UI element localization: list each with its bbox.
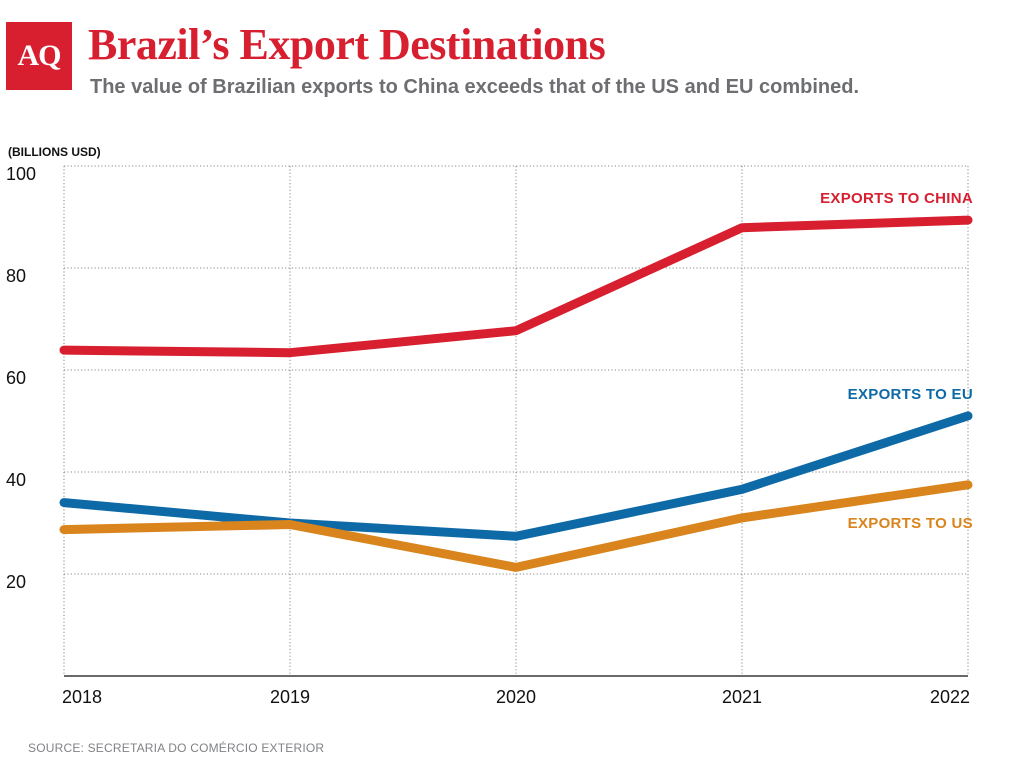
y-tick-label: 40 — [6, 470, 26, 490]
x-tick-label: 2018 — [62, 687, 102, 707]
y-tick-label: 80 — [6, 266, 26, 286]
y-tick-label: 100 — [6, 164, 36, 184]
series-line — [59, 480, 973, 572]
y-tick-label: 60 — [6, 368, 26, 388]
aq-logo: AQ — [6, 22, 72, 90]
y-axis-unit-label: (BILLIONS USD) — [8, 145, 101, 159]
x-tick-label: 2019 — [270, 687, 310, 707]
chart-title: Brazil’s Export Destinations — [88, 20, 606, 69]
axis-ticks: 20 40 60 80 100 2018 2019 2020 2021 2022 — [6, 164, 970, 707]
series-lines — [59, 215, 973, 572]
series-label: EXPORTS TO EU — [848, 386, 973, 403]
x-tick-label: 2020 — [496, 687, 536, 707]
series-label: EXPORTS TO US — [848, 515, 973, 532]
grid-lines — [63, 165, 969, 677]
source-note: SOURCE: SECRETARIA DO COMÉRCIO EXTERIOR — [28, 741, 325, 755]
y-tick-label: 20 — [6, 572, 26, 592]
series-line — [59, 215, 973, 358]
series-label: EXPORTS TO CHINA — [820, 190, 973, 207]
x-tick-label: 2022 — [930, 687, 970, 707]
series-labels: EXPORTS TO CHINA EXPORTS TO EU EXPORTS TO … — [820, 190, 973, 532]
series-line — [59, 411, 973, 541]
chart-subtitle: The value of Brazilian exports to China … — [90, 76, 860, 98]
x-tick-label: 2021 — [722, 687, 762, 707]
